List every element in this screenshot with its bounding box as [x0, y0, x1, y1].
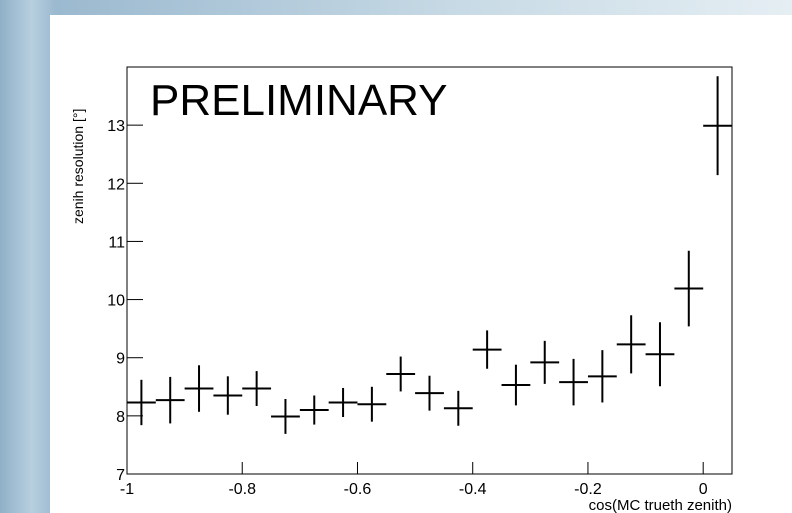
- x-tick-label: 0: [699, 481, 708, 498]
- annotation: PRELIMINARY: [150, 76, 448, 125]
- y-tick-label: 12: [107, 176, 125, 193]
- x-tick-label: -0.6: [344, 481, 372, 498]
- x-tick-label: -1: [120, 481, 134, 498]
- plot-frame: [126, 66, 733, 475]
- x-axis-label: cos(MC trueth zenith): [589, 497, 732, 513]
- plot-panel: [50, 15, 792, 513]
- x-tick-label: -0.2: [574, 481, 602, 498]
- y-tick-label: 7: [116, 467, 125, 484]
- x-tick-label: -0.4: [459, 481, 487, 498]
- y-tick-label: 8: [116, 409, 125, 426]
- y-tick-label: 11: [108, 234, 125, 251]
- x-tick-label: -0.8: [228, 481, 256, 498]
- y-axis-label: zenih resolution [°]: [70, 109, 86, 224]
- y-tick-label: 9: [116, 351, 125, 368]
- y-tick-label: 10: [107, 293, 125, 310]
- y-tick-label: 13: [107, 118, 125, 135]
